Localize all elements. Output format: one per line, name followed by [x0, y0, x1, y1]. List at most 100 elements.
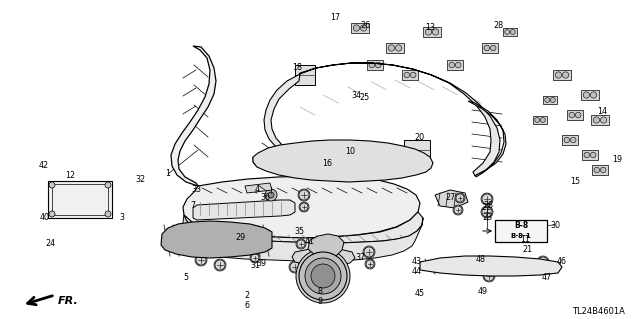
Polygon shape [423, 26, 441, 37]
Text: 13: 13 [425, 24, 435, 33]
Text: 9: 9 [317, 296, 323, 306]
Text: 3: 3 [120, 213, 125, 222]
Text: 37: 37 [355, 254, 365, 263]
Circle shape [483, 270, 495, 282]
Circle shape [299, 202, 309, 212]
Circle shape [365, 259, 375, 269]
Circle shape [296, 249, 350, 303]
Circle shape [505, 30, 509, 34]
Circle shape [510, 30, 515, 34]
Circle shape [311, 264, 335, 288]
Text: 45: 45 [415, 290, 425, 299]
Polygon shape [435, 190, 468, 208]
Polygon shape [533, 116, 547, 124]
Text: 48: 48 [476, 255, 486, 263]
Circle shape [195, 254, 207, 266]
Text: 7: 7 [191, 201, 196, 210]
Polygon shape [553, 70, 571, 80]
Circle shape [480, 257, 492, 269]
Text: 6: 6 [244, 301, 250, 310]
Text: 16: 16 [322, 159, 332, 167]
Text: B-8-1: B-8-1 [511, 234, 531, 240]
Text: 20: 20 [414, 133, 424, 143]
Circle shape [268, 192, 274, 198]
Circle shape [49, 182, 55, 188]
Text: 18: 18 [292, 63, 302, 72]
Polygon shape [308, 234, 344, 258]
Text: 41: 41 [305, 238, 315, 247]
Polygon shape [183, 176, 420, 238]
Circle shape [453, 205, 463, 215]
Polygon shape [420, 256, 562, 276]
Text: 1: 1 [166, 169, 170, 179]
Circle shape [360, 25, 367, 31]
Circle shape [537, 256, 549, 268]
Circle shape [105, 182, 111, 188]
Circle shape [299, 252, 347, 300]
Circle shape [584, 152, 589, 158]
Text: 36: 36 [260, 194, 270, 203]
Text: 10: 10 [345, 146, 355, 155]
Text: 14: 14 [597, 108, 607, 116]
Circle shape [305, 258, 341, 294]
Text: 33: 33 [191, 186, 201, 195]
Polygon shape [447, 60, 463, 70]
Circle shape [363, 246, 375, 258]
Circle shape [240, 242, 250, 252]
Text: 21: 21 [522, 246, 532, 255]
Polygon shape [351, 23, 369, 33]
Text: 42: 42 [39, 161, 49, 170]
Text: B-8: B-8 [514, 221, 528, 230]
Circle shape [296, 239, 306, 249]
Circle shape [600, 167, 606, 173]
Polygon shape [184, 212, 423, 243]
Text: 27: 27 [446, 194, 456, 203]
Polygon shape [161, 221, 272, 258]
Text: 44: 44 [412, 268, 422, 277]
Text: 11: 11 [520, 235, 530, 244]
Circle shape [298, 189, 310, 201]
Circle shape [600, 117, 607, 123]
Circle shape [550, 98, 556, 102]
Polygon shape [253, 140, 433, 182]
Text: 46: 46 [557, 257, 567, 266]
Circle shape [569, 112, 575, 118]
Circle shape [570, 137, 576, 143]
Text: 49: 49 [478, 287, 488, 296]
Circle shape [289, 261, 301, 273]
Text: 24: 24 [45, 240, 55, 249]
Text: TL24B4601A: TL24B4601A [572, 307, 625, 315]
Circle shape [253, 226, 263, 236]
Circle shape [456, 62, 461, 68]
Circle shape [481, 193, 493, 205]
Text: 25: 25 [360, 93, 370, 102]
Polygon shape [503, 28, 517, 36]
Text: 30: 30 [550, 220, 560, 229]
Polygon shape [292, 248, 355, 266]
Text: 34: 34 [351, 91, 361, 100]
Text: 23: 23 [482, 213, 492, 222]
Circle shape [564, 137, 570, 143]
Polygon shape [567, 110, 583, 120]
Circle shape [575, 112, 581, 118]
Polygon shape [171, 46, 216, 186]
Circle shape [369, 62, 374, 68]
Circle shape [449, 62, 454, 68]
Polygon shape [48, 181, 112, 218]
Text: 29: 29 [236, 234, 246, 242]
Polygon shape [581, 90, 599, 100]
Text: 17: 17 [330, 13, 340, 23]
Text: 19: 19 [612, 155, 622, 165]
Circle shape [388, 45, 394, 51]
Circle shape [594, 167, 600, 173]
Polygon shape [543, 96, 557, 104]
Polygon shape [562, 135, 578, 145]
Text: 8: 8 [317, 286, 323, 295]
Text: 40: 40 [40, 213, 50, 222]
Polygon shape [591, 115, 609, 125]
Text: 2: 2 [244, 292, 250, 300]
Text: 5: 5 [184, 273, 189, 283]
Circle shape [484, 45, 490, 51]
Polygon shape [264, 63, 500, 176]
Text: 15: 15 [570, 176, 580, 186]
